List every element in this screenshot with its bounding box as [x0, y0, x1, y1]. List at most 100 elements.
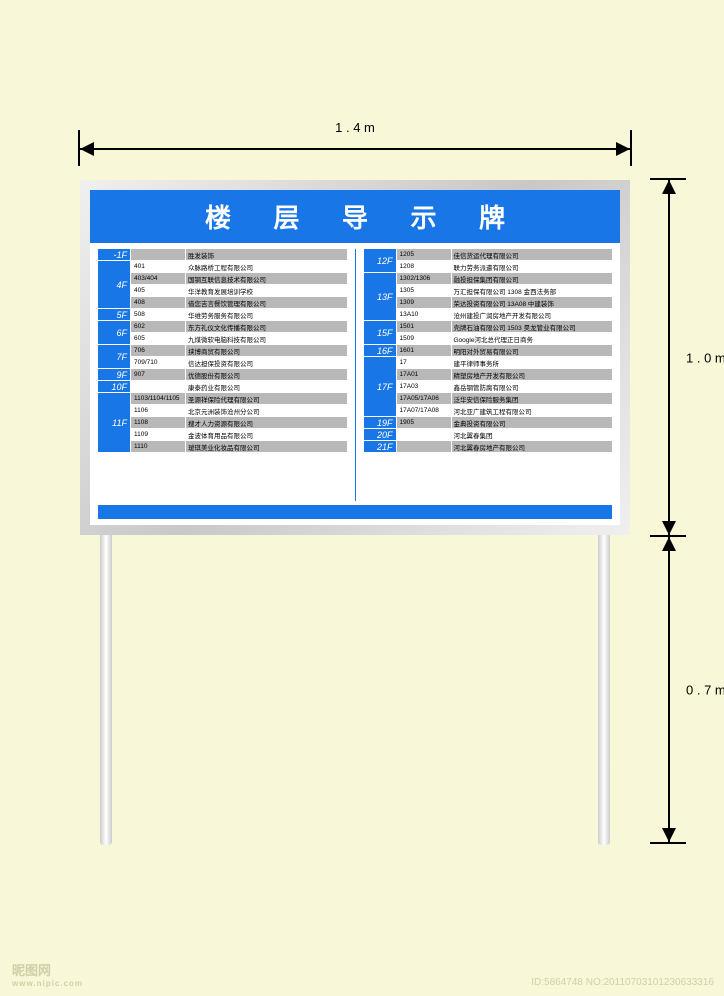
- directory-row: 1309荣达投资有限公司 13A08 中建装饰: [397, 297, 613, 308]
- room-number: 508: [131, 309, 185, 320]
- directory-row: 17A07/17A08河北亚广建筑工程有限公司: [397, 405, 613, 416]
- tenant-name: 沧州建投广润房地产开发有限公司: [452, 309, 613, 320]
- sign-footer-bar: [98, 505, 612, 519]
- tenant-name: 联力劳务派遣有限公司: [452, 261, 613, 272]
- floor-group: 10F康泰药业有限公司: [98, 381, 347, 392]
- directory-row: 康泰药业有限公司: [131, 381, 347, 392]
- tenant-name: 金典投资有限公司: [452, 417, 613, 428]
- floor-rows: 401众脉路桥工程有限公司403/404国钢互联信息技术有限公司405华洋教育发…: [131, 261, 347, 308]
- floor-label: 11F: [98, 393, 130, 452]
- watermark-id: ID:5864748 NO:20110703101230633316: [531, 977, 714, 988]
- watermark-logo-text: 昵图网: [12, 963, 51, 978]
- tenant-name: Google河北总代理正日商务: [452, 333, 613, 344]
- room-number: 13A10: [397, 309, 451, 320]
- tenant-name: 信达担保投资有限公司: [186, 357, 347, 368]
- dimension-width: 1 . 4 m: [80, 140, 630, 160]
- tenant-name: 建平律师事务所: [452, 357, 613, 368]
- tenant-name: 胜发装饰: [186, 249, 347, 260]
- floor-group: 17F17建平律师事务所17A01精塑房地产开发有限公司17A03鑫岳钢管防腐有…: [364, 357, 613, 416]
- directory-row: 1509Google河北总代理正日商务: [397, 333, 613, 344]
- tenant-name: 众脉路桥工程有限公司: [186, 261, 347, 272]
- directory-row: 1302/1306融投担保集团有限公司: [397, 273, 613, 284]
- floor-rows: 1501壳牌石油有限公司 1503 昊龙管业有限公司1509Google河北总代…: [397, 321, 613, 344]
- directory-row: 1905金典投资有限公司: [397, 417, 613, 428]
- room-number: [397, 441, 451, 452]
- directory-row: 508华维劳务服务有限公司: [131, 309, 347, 320]
- directory-column-left: -1F胜发装饰4F401众脉路桥工程有限公司403/404国钢互联信息技术有限公…: [98, 249, 356, 501]
- room-number: 602: [131, 321, 185, 332]
- tenant-name: 圣源祥保险代理有限公司: [186, 393, 347, 404]
- tenant-name: 泛华安信保险服务集团: [452, 393, 613, 404]
- dimension-height-lower-label: 0 . 7 m: [686, 682, 724, 697]
- tenant-name: 瑷琪美业化妆品有限公司: [186, 441, 347, 452]
- floor-group: 11F1103/1104/1105圣源祥保险代理有限公司1106北京元洲装饰沧州…: [98, 393, 347, 452]
- directory-row: 1601明阳对外贸易有限公司: [397, 345, 613, 356]
- tenant-name: 搜才人力资源有限公司: [186, 417, 347, 428]
- room-number: 706: [131, 345, 185, 356]
- floor-group: 6F602东方礼仪文化传播有限公司605九煤微软电脑科技有限公司: [98, 321, 347, 344]
- dimension-height-upper: 1 . 0 m: [660, 180, 680, 535]
- floor-label: 21F: [364, 441, 396, 452]
- watermark-logo-sub: www.nipic.com: [12, 979, 83, 988]
- directory-row: 1103/1104/1105圣源祥保险代理有限公司: [131, 393, 347, 404]
- room-number: 605: [131, 333, 185, 344]
- floor-label: -1F: [98, 249, 130, 260]
- sign-leg-left: [100, 535, 112, 845]
- room-number: 1509: [397, 333, 451, 344]
- tenant-name: 河北亚广建筑工程有限公司: [452, 405, 613, 416]
- tenant-name: 金波体育用品有限公司: [186, 429, 347, 440]
- dimension-height-lower: 0 . 7 m: [660, 537, 680, 842]
- room-number: 1208: [397, 261, 451, 272]
- directory-row: 1106北京元洲装饰沧州分公司: [131, 405, 347, 416]
- floor-rows: 胜发装饰: [131, 249, 347, 260]
- room-number: 1103/1104/1105: [131, 393, 185, 404]
- room-number: 1108: [131, 417, 185, 428]
- tenant-name: 康泰药业有限公司: [186, 381, 347, 392]
- room-number: 17A07/17A08: [397, 405, 451, 416]
- room-number: [397, 429, 451, 440]
- room-number: 1905: [397, 417, 451, 428]
- tenant-name: 北京元洲装饰沧州分公司: [186, 405, 347, 416]
- directory-row: 1205佳信货运代理有限公司: [397, 249, 613, 260]
- floor-label: 20F: [364, 429, 396, 440]
- tenant-name: 华维劳务服务有限公司: [186, 309, 347, 320]
- sign-board-inner: 楼 层 导 示 牌 -1F胜发装饰4F401众脉路桥工程有限公司403/404国…: [90, 190, 620, 525]
- floor-label: 19F: [364, 417, 396, 428]
- directory-row: 17A01精塑房地产开发有限公司: [397, 369, 613, 380]
- room-number: 1309: [397, 297, 451, 308]
- floor-rows: 1302/1306融投担保集团有限公司1305万汇担保有限公司 1308 金西法…: [397, 273, 613, 320]
- directory-row: 1305万汇担保有限公司 1308 金西法务部: [397, 285, 613, 296]
- floor-rows: 河北翼春房地产有限公司: [397, 441, 613, 452]
- watermark-logo: 昵图网 www.nipic.com: [12, 960, 83, 988]
- tenant-name: 佳信货运代理有限公司: [452, 249, 613, 260]
- room-number: 17A05/17A06: [397, 393, 451, 404]
- room-number: [131, 249, 185, 260]
- room-number: 709/710: [131, 357, 185, 368]
- room-number: 1109: [131, 429, 185, 440]
- floor-label: 13F: [364, 273, 396, 320]
- directory-row: 1110瑷琪美业化妆品有限公司: [131, 441, 347, 452]
- floor-group: 5F508华维劳务服务有限公司: [98, 309, 347, 320]
- directory-row: 河北翼春房地产有限公司: [397, 441, 613, 452]
- sign-leg-right: [598, 535, 610, 845]
- tenant-name: 东方礼仪文化传播有限公司: [186, 321, 347, 332]
- tenant-name: 壳牌石油有限公司 1503 昊龙管业有限公司: [452, 321, 613, 332]
- floor-label: 6F: [98, 321, 130, 344]
- room-number: 17A01: [397, 369, 451, 380]
- floor-rows: 508华维劳务服务有限公司: [131, 309, 347, 320]
- directory-row: 13A10沧州建投广润房地产开发有限公司: [397, 309, 613, 320]
- sign-title: 楼 层 导 示 牌: [90, 190, 620, 243]
- canvas: 1 . 4 m 1 . 0 m 0 . 7 m 楼 层 导 示 牌 -1F 胜发装…: [0, 0, 724, 996]
- floor-rows: 907优德股份有限公司: [131, 369, 347, 380]
- floor-rows: 17建平律师事务所17A01精塑房地产开发有限公司17A03鑫岳钢管防腐有限公司…: [397, 357, 613, 416]
- directory-columns: -1F胜发装饰4F401众脉路桥工程有限公司403/404国钢互联信息技术有限公…: [90, 243, 620, 501]
- directory-row: 907优德股份有限公司: [131, 369, 347, 380]
- floor-rows: 河北翼春集团: [397, 429, 613, 440]
- room-number: 17A03: [397, 381, 451, 392]
- tenant-name: 融投担保集团有限公司: [452, 273, 613, 284]
- tenant-name: 明阳对外贸易有限公司: [452, 345, 613, 356]
- room-number: 1205: [397, 249, 451, 260]
- floor-group: 7F706挟博商贸有限公司709/710信达担保投资有限公司: [98, 345, 347, 368]
- floor-label: 7F: [98, 345, 130, 368]
- floor-label: 15F: [364, 321, 396, 344]
